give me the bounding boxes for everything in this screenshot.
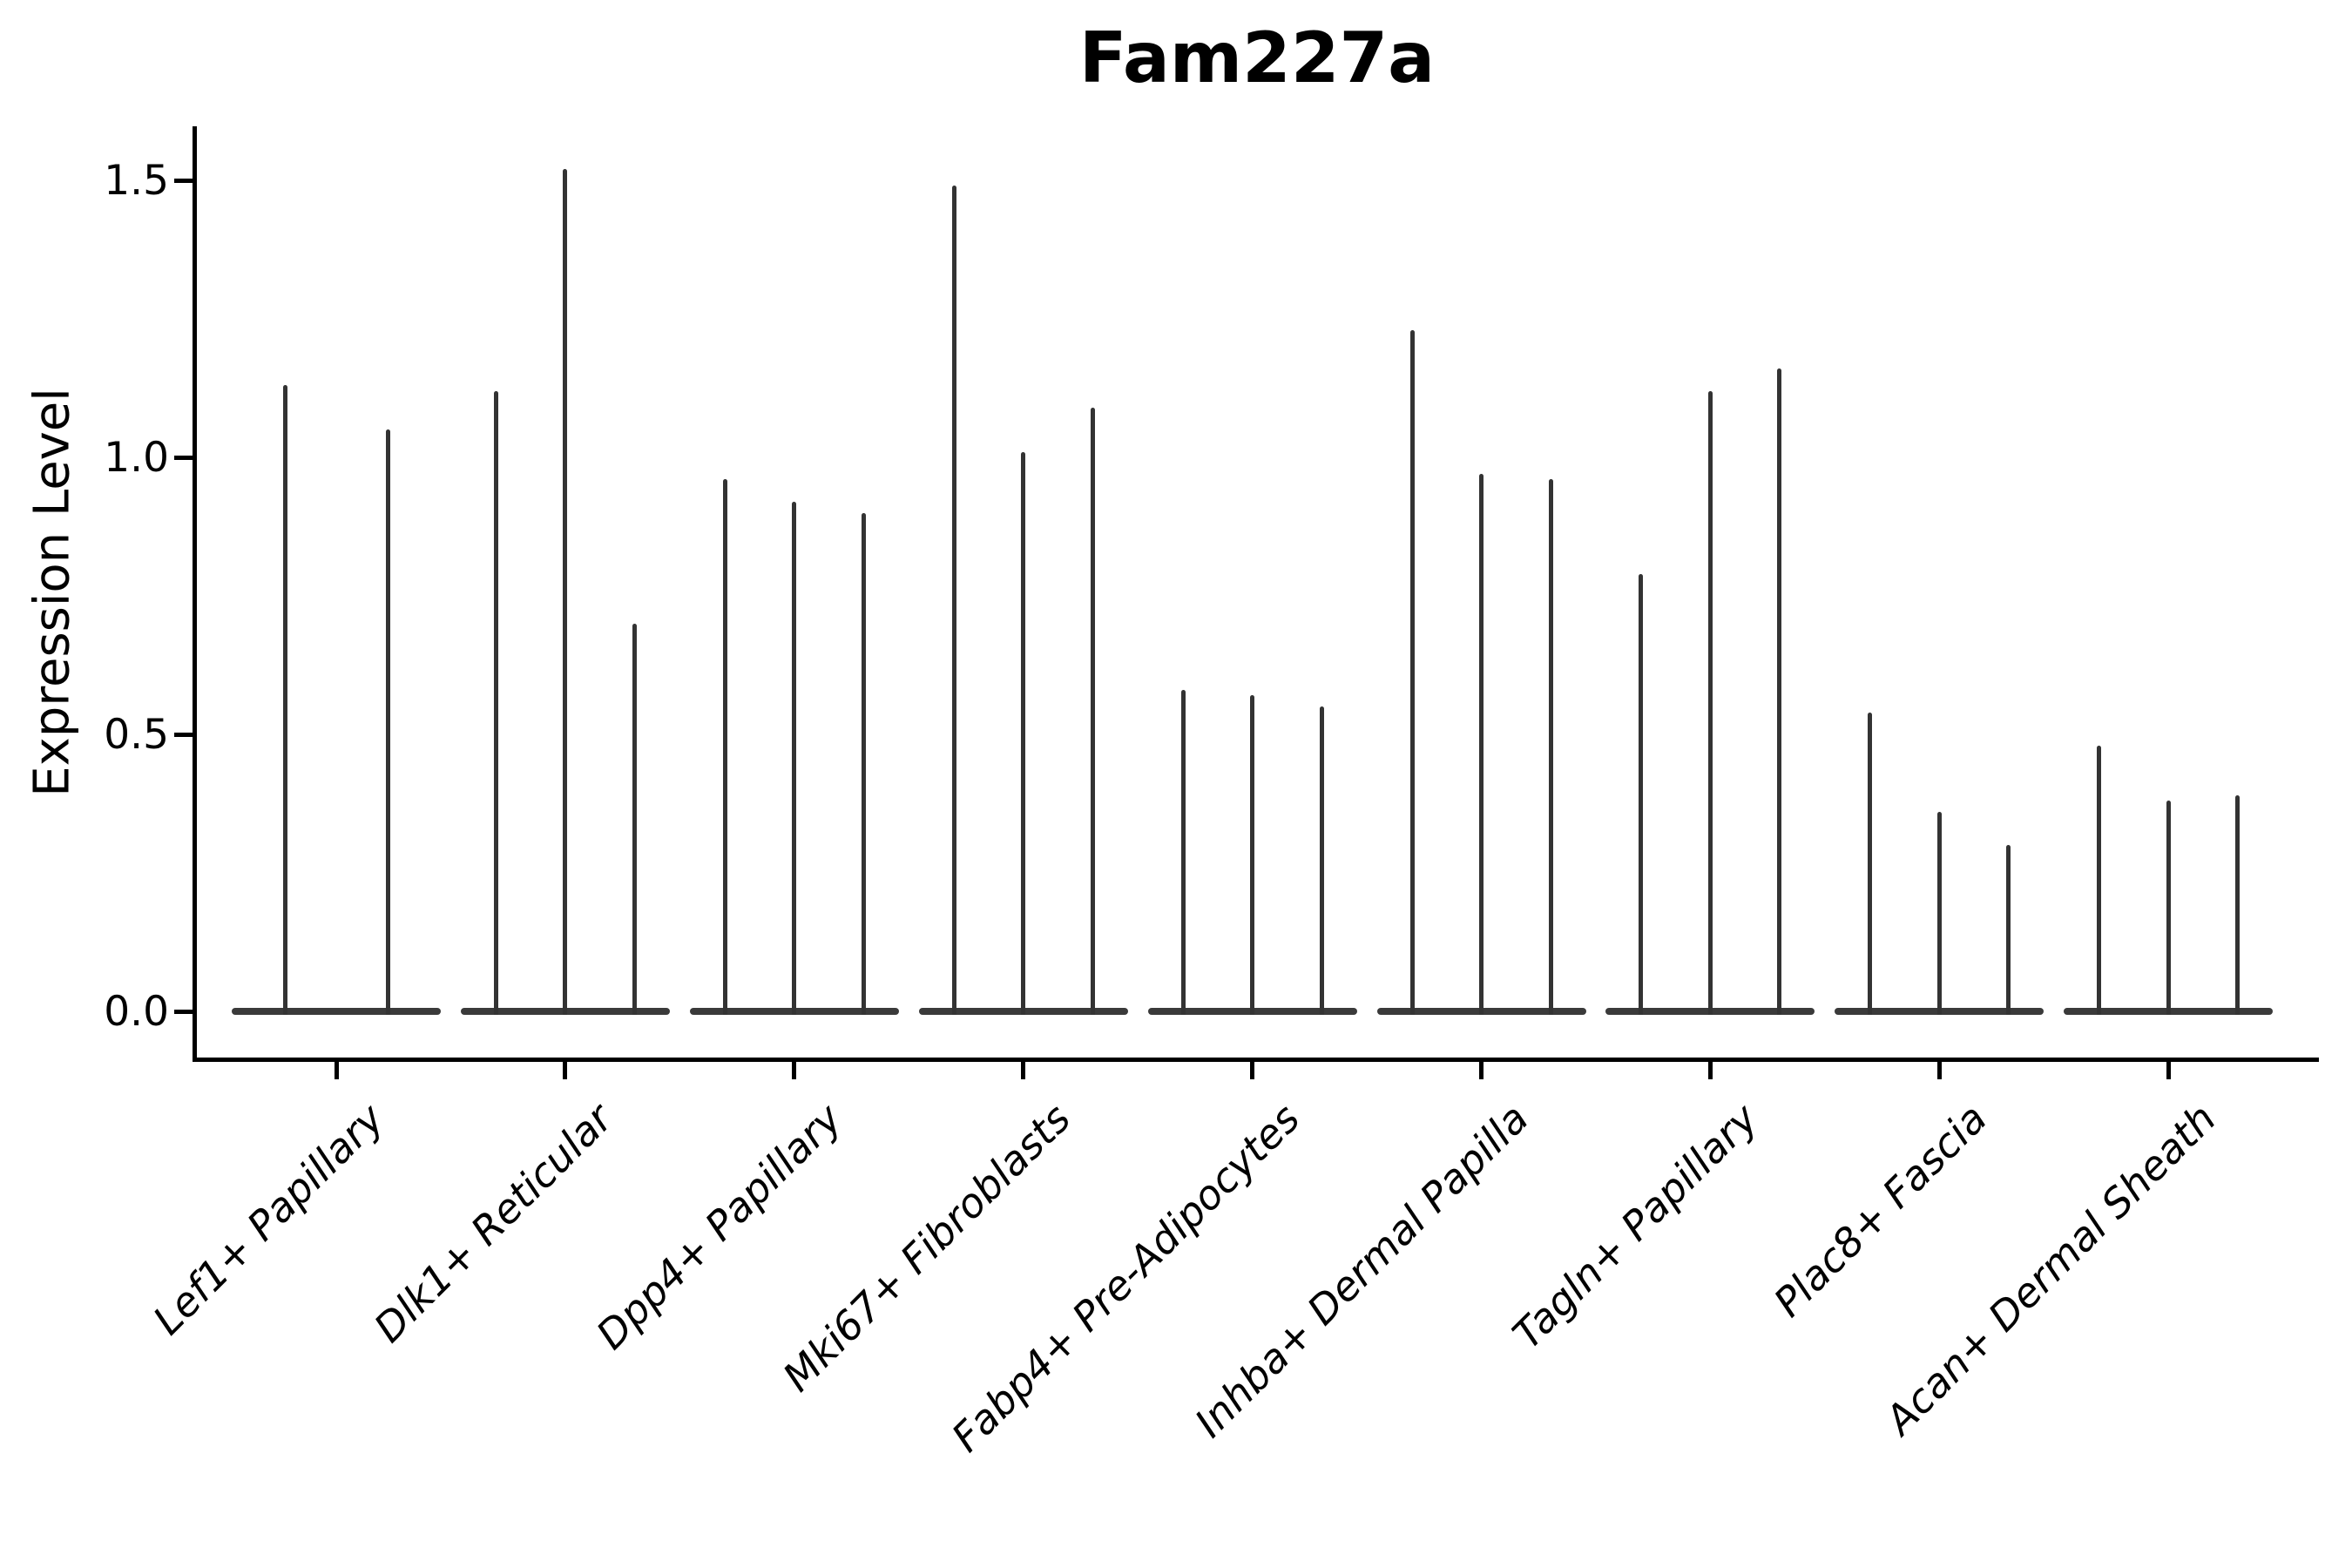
violin-spike [1180, 690, 1186, 1015]
violin-spike [1639, 573, 1644, 1015]
y-tick-label: 1.5 [104, 157, 169, 205]
violin-spike [2235, 794, 2240, 1015]
x-tick-mark [1936, 1062, 1942, 1079]
violin-spike [2097, 745, 2102, 1015]
y-tick-mark [174, 1009, 193, 1014]
violin-spike [1548, 479, 1553, 1015]
violin-spike [2166, 801, 2171, 1015]
violin-spike [385, 429, 390, 1015]
violin-spike [282, 385, 287, 1015]
y-tick-label: 0.5 [104, 711, 169, 759]
x-tick-mark [1250, 1062, 1255, 1079]
chart-title: Fam227a [1078, 17, 1436, 98]
x-tick-mark [1707, 1062, 1713, 1079]
violin-spike [1868, 712, 1873, 1015]
violin-spike [1319, 706, 1324, 1015]
violin-spike [861, 512, 866, 1015]
y-tick-mark [174, 732, 193, 737]
y-axis-spine [193, 126, 197, 1062]
violin-spike [2006, 845, 2011, 1015]
x-tick-label: Lef1+ Papillary [143, 1094, 393, 1344]
x-tick-mark [1021, 1062, 1026, 1079]
x-tick-mark [563, 1062, 568, 1079]
violin-spike [1090, 407, 1095, 1015]
violin-spike [951, 186, 956, 1015]
violin-spike [1777, 368, 1782, 1015]
y-tick-label: 1.0 [104, 434, 169, 482]
y-axis-label: Expression Level [24, 388, 81, 797]
x-tick-label: Dlk1+ Reticular [365, 1094, 622, 1352]
violin-spike [1936, 812, 1942, 1015]
violin-baseline [232, 1008, 441, 1015]
violin-spike [493, 390, 498, 1015]
x-tick-label: Tagln+ Papillary [1503, 1094, 1767, 1358]
violin-spike [632, 623, 637, 1015]
x-tick-mark [1479, 1062, 1484, 1079]
y-tick-mark [174, 455, 193, 460]
x-tick-mark [334, 1062, 339, 1079]
violin-spike [792, 501, 797, 1015]
x-axis-spine [193, 1058, 2319, 1062]
x-tick-mark [2166, 1062, 2171, 1079]
violin-spike [1479, 474, 1484, 1015]
violin-spike [1707, 390, 1713, 1015]
violin-spike [1409, 329, 1415, 1015]
violin-spike [722, 479, 727, 1015]
violin-spike [1021, 451, 1026, 1015]
violin-spike [563, 169, 568, 1015]
x-tick-label: Plac8+ Fascia [1764, 1094, 1997, 1326]
y-tick-label: 0.0 [104, 988, 169, 1036]
violin-spike [1250, 695, 1255, 1015]
x-tick-mark [792, 1062, 797, 1079]
y-tick-mark [174, 178, 193, 183]
x-tick-label: Dpp4+ Papillary [586, 1094, 851, 1359]
